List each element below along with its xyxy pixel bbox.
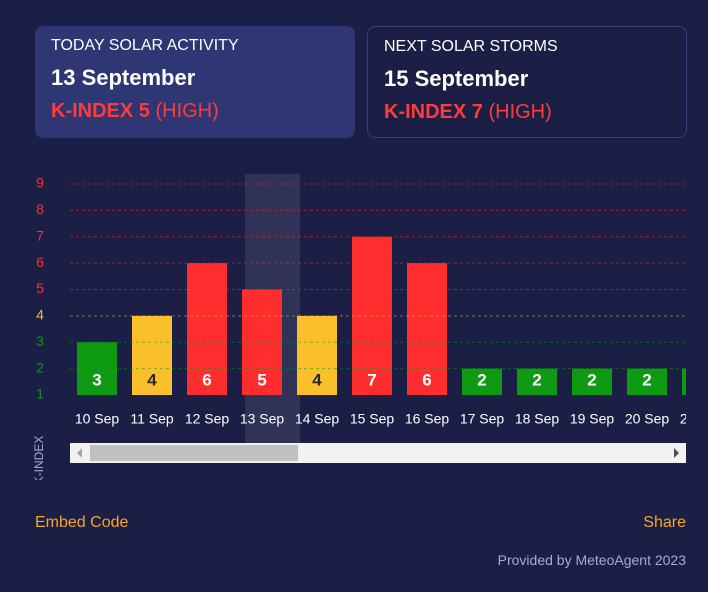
- value-label: 6: [202, 370, 211, 389]
- y-tick-label: 5: [36, 280, 44, 296]
- y-tick-label: 2: [36, 359, 44, 375]
- embed-link[interactable]: Embed Code: [35, 514, 129, 531]
- bar: [462, 368, 502, 395]
- x-tick-label: 14 Sep: [295, 411, 340, 427]
- bar: [572, 368, 612, 395]
- bar: [682, 368, 686, 395]
- value-label: 7: [367, 370, 376, 389]
- y-tick-label: 9: [36, 175, 44, 191]
- bar: [187, 263, 227, 395]
- card-date: 15 September: [384, 66, 529, 91]
- storm-card: NEXT SOLAR STORMS 15 September K-INDEX 7…: [367, 26, 687, 138]
- x-tick-label: 19 Sep: [570, 411, 615, 427]
- scroll-right[interactable]: [674, 448, 679, 458]
- value-label: 2: [642, 370, 651, 389]
- index: K-INDEX 5: [51, 100, 150, 122]
- y-tick-label: 3: [36, 333, 44, 349]
- x-tick-label: 17 Sep: [460, 411, 505, 427]
- today-card: TODAY SOLAR ACTIVITY 13 September K-INDE…: [35, 26, 355, 138]
- bar: [407, 263, 447, 395]
- value-label: 4: [147, 370, 157, 389]
- x-tick-label: 20 Sep: [625, 411, 670, 427]
- x-tick-label: 21 Sep: [680, 411, 708, 427]
- y-tick-label: 1: [36, 386, 44, 402]
- plot: 10 Sep 3 11 Sep 4 12 Sep 6 13 Sep 5 14 Sep 4 15 Se…: [75, 174, 708, 444]
- x-tick-label: 18 Sep: [515, 411, 560, 427]
- value-label: 4: [312, 370, 322, 389]
- card-heading: TODAY SOLAR ACTIVITY: [51, 37, 239, 54]
- value-label: 2: [697, 370, 706, 389]
- bar: [297, 315, 337, 395]
- value-label: 2: [587, 370, 596, 389]
- y-tick-label: 8: [36, 201, 44, 217]
- x-tick-label: 10 Sep: [75, 411, 120, 427]
- bar: [517, 368, 557, 395]
- scroll-thumb[interactable]: [90, 445, 298, 461]
- credit: Provided by MeteoAgent 2023: [497, 552, 686, 568]
- y-tick-label: 4: [36, 307, 44, 323]
- y-tick-label: 7: [36, 227, 44, 243]
- x-tick-label: 12 Sep: [185, 411, 230, 427]
- x-tick-label: 13 Sep: [240, 411, 285, 427]
- value-label: 2: [532, 370, 541, 389]
- value-label: 2: [477, 370, 486, 389]
- x-tick-label: 16 Sep: [405, 411, 450, 427]
- index: K-INDEX 7: [384, 101, 483, 123]
- value-label: 6: [422, 370, 431, 389]
- x-tick-label: 15 Sep: [350, 411, 395, 427]
- card-index: K-INDEX 7 (HIGH): [384, 101, 670, 124]
- card-heading: NEXT SOLAR STORMS: [384, 38, 558, 55]
- bar: [132, 315, 172, 395]
- level: (HIGH): [488, 101, 552, 123]
- bar: [627, 368, 667, 395]
- card-date: 13 September: [51, 65, 196, 90]
- share-link[interactable]: Share: [643, 514, 686, 531]
- x-tick-label: 11 Sep: [130, 411, 174, 427]
- scroll-left[interactable]: [77, 448, 82, 458]
- value-label: 3: [92, 370, 101, 389]
- value-label: 5: [257, 370, 266, 389]
- card-index: K-INDEX 5 (HIGH): [51, 100, 339, 123]
- chart: 10 Sep 3 11 Sep 4 12 Sep 6 13 Sep 5 14 Sep 4 15 Se…: [32, 174, 708, 480]
- y-tick-label: 6: [36, 254, 44, 270]
- y-axis-label: K-INDEX: [32, 436, 46, 480]
- level: (HIGH): [155, 100, 219, 122]
